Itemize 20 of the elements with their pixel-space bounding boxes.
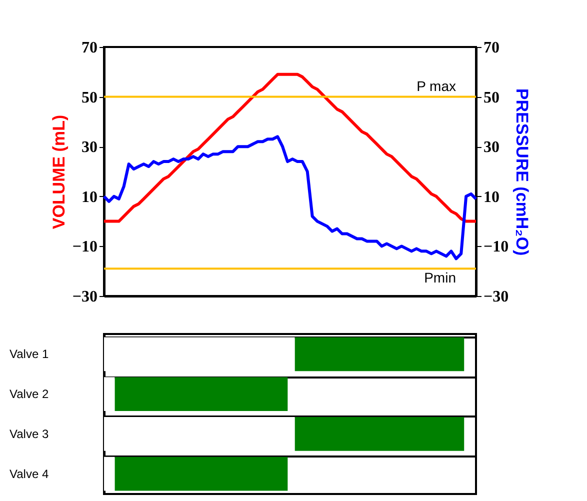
y2-axis-title: PRESSURE (cmH₂O) <box>512 88 532 256</box>
ref-line-label: Pmin <box>424 270 456 286</box>
y-tick-label: 10 <box>82 188 98 206</box>
y-axis-title: VOLUME (mL) <box>49 114 68 230</box>
y-tick-label: −10 <box>72 238 98 256</box>
y-tick-label: Valve 3 <box>10 426 49 441</box>
y-tick-label: −30 <box>72 288 98 306</box>
y-tick-label: Valve 4 <box>10 466 49 481</box>
y-tick-label: Valve 2 <box>10 387 49 402</box>
y-tick-label: 30 <box>82 139 98 156</box>
y2-tick-label: −30 <box>484 288 509 306</box>
ref-line-label: P max <box>416 78 456 94</box>
y2-tick-label: 10 <box>484 188 500 206</box>
y-tick-label: 50 <box>82 89 98 106</box>
y2-tick-label: 70 <box>484 40 500 56</box>
y2-tick-label: 50 <box>484 89 500 106</box>
y-tick-label: Valve 1 <box>10 347 49 362</box>
y2-tick-label: 30 <box>484 139 500 156</box>
y2-tick-label: −10 <box>484 238 509 256</box>
y-tick-label: 70 <box>82 40 98 56</box>
